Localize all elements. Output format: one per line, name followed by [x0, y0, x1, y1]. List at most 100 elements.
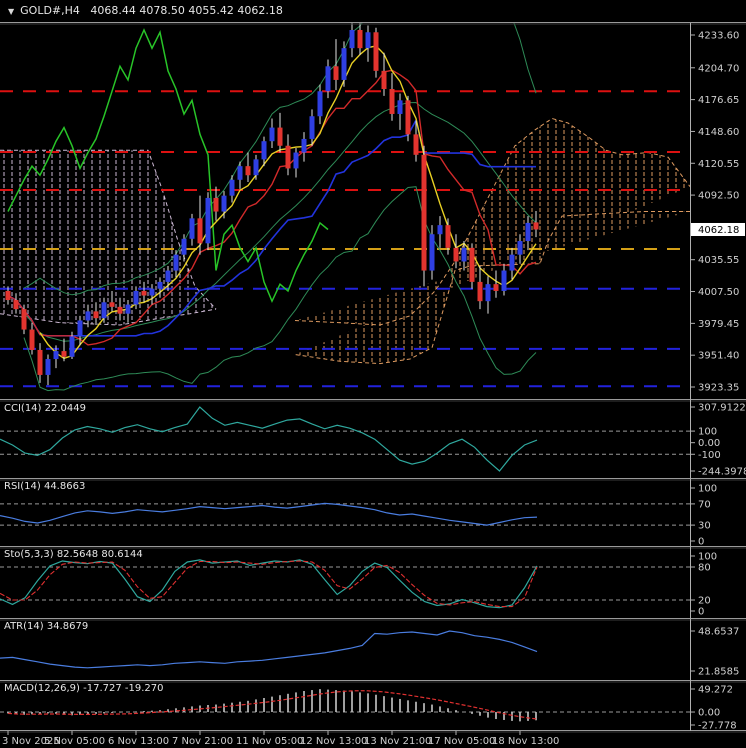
bear-candle [421, 154, 427, 271]
bull-candle [221, 195, 227, 212]
symbol-dropdown-icon[interactable]: ▼ [8, 7, 15, 16]
price-axis-label: 4204.70 [698, 63, 739, 74]
macd-histogram [7, 689, 537, 722]
indicator-panel-macd[interactable]: 49.272 0.00 -27.778 [0, 685, 737, 732]
bear-candle [61, 351, 67, 357]
price-axis-label: 4007.50 [698, 287, 739, 298]
bull-candle [509, 254, 515, 271]
price-axis[interactable]: 4233.60 4204.70 4176.65 4148.60 4120.55 4092.… [691, 31, 745, 394]
price-axis-label: 4120.55 [698, 159, 739, 170]
price-axis-label: 4035.55 [698, 255, 739, 266]
time-axis-label: 12 Nov 13:00 [300, 736, 367, 747]
bear-candle [285, 145, 291, 169]
chikou-span [7, 28, 329, 304]
time-axis-label: 18 Nov 13:00 [492, 736, 559, 747]
main-chart-area[interactable] [0, 0, 692, 392]
bull-candle [517, 241, 523, 255]
horizontal-level-lines[interactable] [0, 90, 692, 388]
indicator-axis-label: -100 [698, 450, 721, 461]
svg-text:4062.18: 4062.18 [698, 225, 739, 236]
bull-candle [525, 222, 531, 242]
candles[interactable] [5, 20, 539, 386]
bull-candle [189, 218, 195, 239]
bull-candle [501, 270, 507, 291]
bear-candle [493, 284, 499, 291]
indicator-axis-label: 0.00 [698, 438, 720, 449]
price-axis-label: 4092.50 [698, 191, 739, 202]
bear-candle [37, 349, 43, 375]
bear-candle [389, 89, 395, 114]
indicator-axis-label: 80 [698, 563, 711, 574]
bear-candle [21, 309, 27, 330]
indicator-axis-label: 49.272 [698, 685, 733, 696]
bull-candle [205, 197, 211, 244]
bull-candle [173, 254, 179, 271]
bear-candle [477, 281, 483, 302]
bear-candle [117, 306, 123, 314]
price-axis-label: 4148.60 [698, 127, 739, 138]
bollinger-bands [23, 23, 537, 392]
indicator-axis-label: 30 [698, 521, 711, 532]
price-axis-label: 3951.40 [698, 351, 739, 362]
bear-candle [469, 247, 475, 282]
indicator-axis-label: 307.9122 [698, 403, 746, 414]
bull-candle [461, 247, 467, 262]
indicator-axis-label: -244.3978 [698, 467, 746, 478]
bull-candle [485, 284, 491, 302]
bull-candle [341, 48, 347, 80]
time-axis-label: 17 Nov 05:00 [428, 736, 495, 747]
stochastic-panel-label: Sto(5,3,3) 82.5648 80.6144 [4, 549, 143, 560]
price-axis-label: 3979.45 [698, 319, 739, 330]
bull-candle [181, 238, 187, 255]
indicator-panel-atr[interactable]: 48.6537 21.8585 [0, 627, 739, 678]
bear-candle [333, 66, 339, 80]
rsi-panel-label: RSI(14) 44.8663 [4, 481, 86, 492]
bull-candle [237, 166, 243, 180]
bull-candle [261, 141, 267, 160]
bear-candle [533, 222, 539, 230]
bull-candle [309, 116, 315, 139]
bull-candle [149, 288, 155, 296]
bear-candle [93, 311, 99, 319]
indicator-panel-rsi[interactable]: 100 70 30 0 [0, 484, 717, 548]
time-axis-label: 5 Nov 05:00 [44, 736, 105, 747]
bull-candle [317, 91, 323, 117]
time-axis-label: 3 Nov 2025 [2, 736, 60, 747]
chart-title-bar: ▼ GOLD#,H4 4068.44 4078.50 4055.42 4062.1… [0, 0, 746, 22]
bear-candle [141, 290, 147, 296]
bull-candle [157, 281, 163, 289]
price-axis-label: 4233.60 [698, 31, 739, 42]
bull-candle [229, 179, 235, 196]
bull-candle [125, 304, 131, 314]
indicator-axis-label: 0 [698, 607, 704, 618]
bear-candle [445, 225, 451, 248]
indicator-axis-label: 100 [698, 427, 717, 438]
bull-candle [293, 152, 299, 169]
indicator-axis-label: 20 [698, 596, 711, 607]
time-axis-label: 7 Nov 21:00 [172, 736, 233, 747]
bull-candle [429, 234, 435, 271]
time-axis-label: 6 Nov 13:00 [108, 736, 169, 747]
bear-candle [13, 300, 19, 310]
bear-candle [245, 166, 251, 176]
bear-candle [413, 134, 419, 155]
bull-candle [101, 302, 107, 319]
indicator-axis-label: 0 [698, 537, 704, 548]
bear-candle [405, 100, 411, 135]
bull-candle [301, 138, 307, 153]
indicator-axis-label: -27.778 [698, 721, 737, 732]
time-axis-label: 11 Nov 05:00 [236, 736, 303, 747]
bear-candle [29, 329, 35, 350]
bear-candle [373, 32, 379, 71]
indicator-axis-label: 70 [698, 499, 711, 510]
indicator-axis-label: 100 [698, 484, 717, 495]
current-price-tag: 4062.18 [691, 222, 745, 236]
bear-candle [109, 302, 115, 307]
indicator-axis-label: 100 [698, 552, 717, 563]
indicator-axis-label: 21.8585 [698, 667, 739, 678]
